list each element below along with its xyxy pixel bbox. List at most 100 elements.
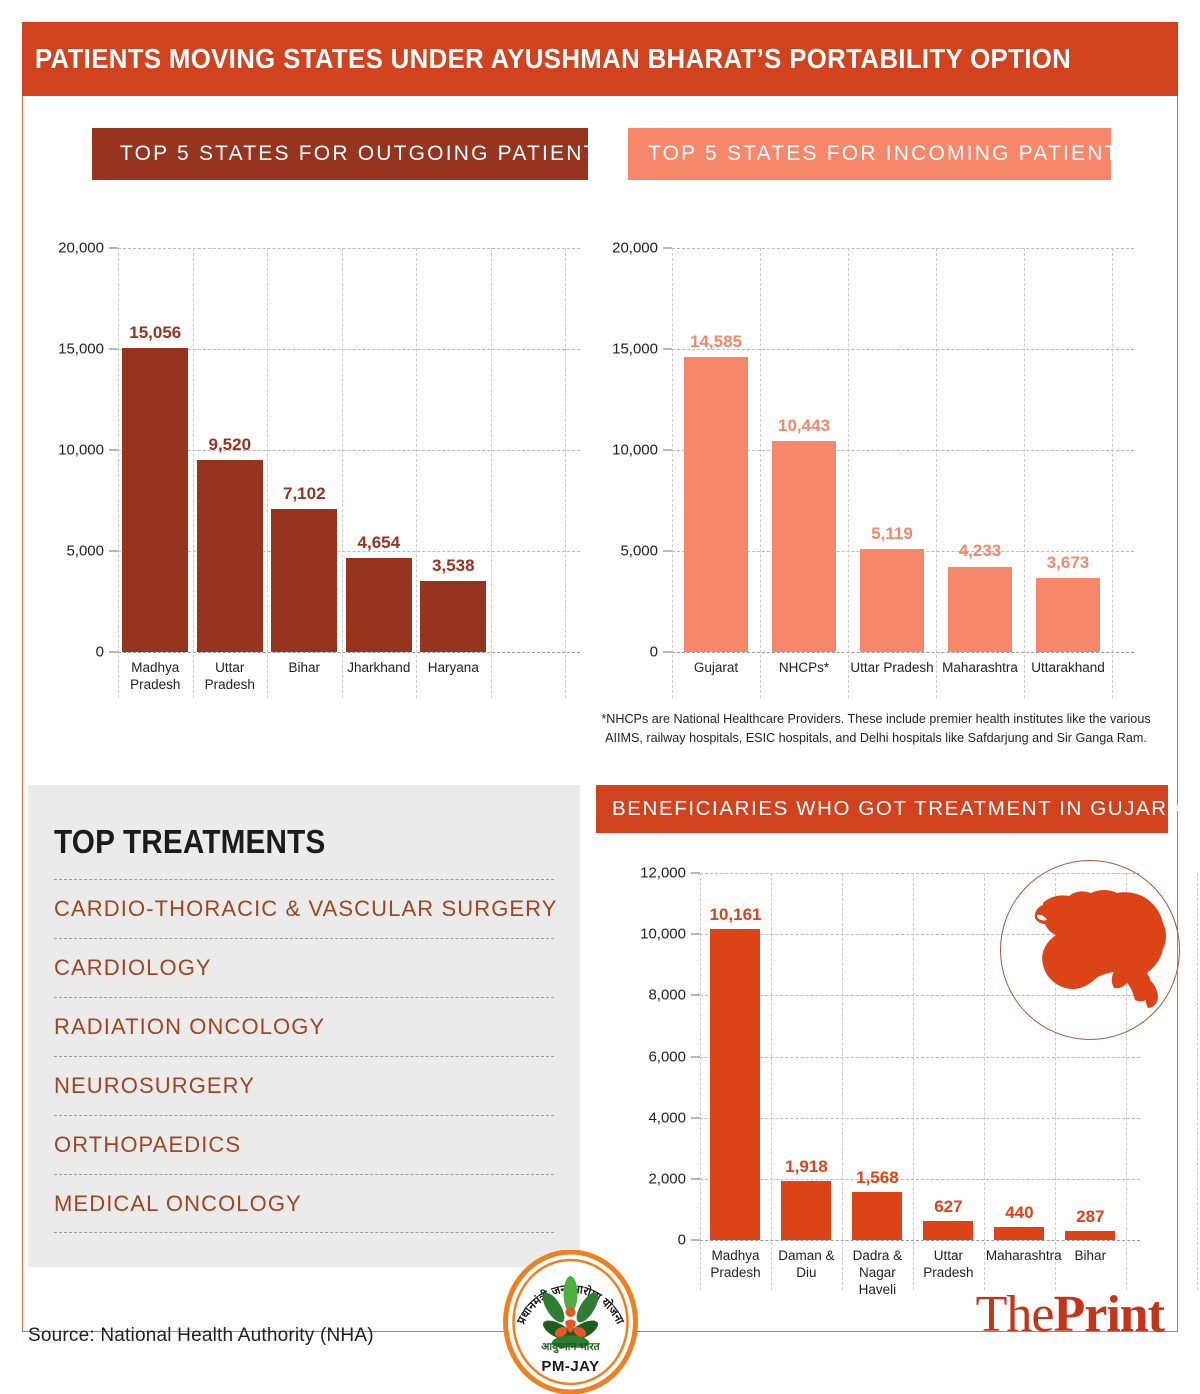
- y-axis-tick-label: 2,000: [648, 1170, 686, 1188]
- gridline: [700, 1056, 1140, 1058]
- vertical-gridline: [848, 248, 849, 698]
- y-tick-mark: [663, 348, 672, 350]
- bar: [710, 929, 761, 1240]
- bar-value-label: 14,585: [690, 332, 742, 352]
- bar-value-label: 627: [934, 1196, 963, 1216]
- y-tick-mark: [663, 449, 672, 451]
- vertical-gridline: [341, 248, 343, 698]
- vertical-gridline: [267, 248, 269, 698]
- treatment-row: NEUROSURGERY: [54, 1056, 554, 1115]
- nhcp-footnote: *NHCPs are National Healthcare Providers…: [601, 712, 1151, 745]
- chart-gujarat-beneficiaries: 0 2,000 4,000 6,000 8,000 10,000 12,000 10,161 M…: [640, 865, 1198, 1297]
- bar: [948, 566, 1012, 652]
- gridline: [118, 248, 580, 249]
- y-axis-tick-label: 4,000: [648, 1109, 686, 1127]
- bar-value-label: 440: [1005, 1202, 1034, 1222]
- y-axis-tick-label: 15,000: [58, 340, 104, 358]
- y-axis-tick-label: 0: [677, 1231, 686, 1249]
- y-axis-tick-label: 10,000: [612, 441, 658, 459]
- top-treatments-title: TOP TREATMENTS: [54, 823, 326, 860]
- gridline: [672, 450, 1134, 451]
- y-axis-tick-label: 10,000: [58, 441, 104, 459]
- page-title: PATIENTS MOVING STATES UNDER AYUSHMAN BH…: [34, 43, 1072, 74]
- vertical-gridline: [1112, 248, 1113, 698]
- banner-outgoing-patients: TOP 5 STATES FOR OUTGOING PATIENTS: [92, 128, 613, 180]
- bar-value-label: 4,654: [357, 532, 401, 552]
- theprint-logo-print: Print: [1053, 1286, 1165, 1343]
- vertical-gridline: [1024, 248, 1025, 698]
- x-axis-category-label: Bihar: [1074, 1248, 1107, 1263]
- pmjay-acronym: PM-JAY: [541, 1358, 599, 1375]
- y-tick-mark: [691, 1056, 700, 1057]
- y-tick-mark: [691, 994, 700, 996]
- y-axis-tick-label: 8,000: [648, 986, 686, 1004]
- y-axis-tick-label: 12,000: [640, 864, 686, 882]
- x-axis-category-label: Uttar Pradesh: [923, 1248, 974, 1280]
- x-axis-category-label: Daman & Diu: [778, 1248, 835, 1280]
- treatment-row: CARDIOLOGY: [54, 938, 554, 997]
- bar-value-label: 10,443: [778, 416, 830, 436]
- y-axis-tick-label: 0: [649, 643, 658, 661]
- x-axis-category-label: Jharkhand: [347, 660, 411, 675]
- chart-incoming-patients: 0 5,000 10,000 15,000 20,000 14,585 Gujarat 10,…: [612, 240, 1134, 698]
- gridline: [118, 551, 580, 552]
- bar-value-label: 3,673: [1046, 552, 1090, 572]
- x-axis-category-label: Bihar: [288, 660, 321, 675]
- y-tick-mark: [663, 550, 672, 552]
- bar: [684, 357, 748, 652]
- y-tick-mark: [663, 651, 672, 653]
- treatment-label: MEDICAL ONCOLOGY: [54, 1190, 302, 1216]
- vertical-gridline: [118, 248, 119, 698]
- x-axis-category-label: Uttar Pradesh: [204, 660, 255, 692]
- treatment-row: ORTHOPAEDICS: [54, 1115, 554, 1174]
- x-axis-category-label: Haryana: [427, 660, 479, 675]
- vertical-gridline: [760, 248, 761, 698]
- banner-gujarat-beneficiaries: BENEFICIARIES WHO GOT TREATMENT IN GUJAR…: [596, 785, 1194, 833]
- y-tick-mark: [109, 247, 118, 249]
- vertical-gridline: [936, 248, 937, 698]
- y-tick-mark: [109, 651, 118, 653]
- bar: [196, 459, 263, 652]
- y-tick-mark: [691, 872, 700, 874]
- bar: [345, 558, 412, 652]
- vertical-gridline: [983, 873, 985, 1290]
- theprint-logo-the: The: [975, 1286, 1055, 1343]
- y-axis-tick-label: 20,000: [612, 239, 658, 257]
- y-axis-tick-label: 10,000: [640, 925, 686, 943]
- treatment-row: MEDICAL ONCOLOGY: [54, 1174, 554, 1233]
- bar-value-label: 3,538: [432, 555, 475, 575]
- gridline: [672, 652, 1134, 653]
- theprint-logo: ThePrint: [975, 1285, 1165, 1344]
- gridline: [700, 934, 1140, 936]
- bar: [852, 1192, 903, 1240]
- bar-value-label: 1,568: [856, 1168, 899, 1188]
- vertical-gridline: [490, 248, 492, 698]
- gridline: [118, 652, 580, 653]
- y-tick-mark: [691, 1239, 700, 1241]
- bar: [772, 441, 836, 652]
- gridline: [672, 349, 1134, 350]
- y-tick-mark: [691, 933, 700, 935]
- page-header: PATIENTS MOVING STATES UNDER AYUSHMAN BH…: [22, 22, 1178, 96]
- bar-value-label: 287: [1076, 1207, 1105, 1227]
- y-axis-tick-label: 0: [95, 643, 104, 661]
- vertical-gridline: [416, 248, 418, 698]
- y-tick-mark: [691, 1117, 700, 1119]
- treatment-label: RADIATION ONCOLOGY: [54, 1014, 326, 1039]
- x-axis-category-label: Maharashtra: [985, 1248, 1062, 1263]
- pmjay-logo: प्रधानमंत्री जन आरोग्य योजना आयुष्मान भा…: [503, 1249, 638, 1394]
- banner-incoming-patients: TOP 5 STATES FOR INCOMING PATIENTS: [628, 128, 1134, 180]
- x-axis-category-label: Uttarakhand: [1031, 660, 1105, 675]
- gridline: [672, 248, 1134, 249]
- y-axis-tick-label: 6,000: [648, 1048, 686, 1065]
- vertical-gridline: [1054, 873, 1056, 1290]
- vertical-gridline: [770, 873, 772, 1290]
- y-axis-tick-label: 20,000: [58, 239, 104, 257]
- vertical-gridline: [700, 873, 701, 1290]
- y-tick-mark: [109, 348, 118, 350]
- vertical-gridline: [1196, 873, 1198, 1290]
- y-tick-mark: [109, 550, 118, 552]
- bar: [420, 580, 487, 652]
- gridline: [118, 450, 580, 451]
- x-axis-category-label: Madhya Pradesh: [130, 660, 181, 692]
